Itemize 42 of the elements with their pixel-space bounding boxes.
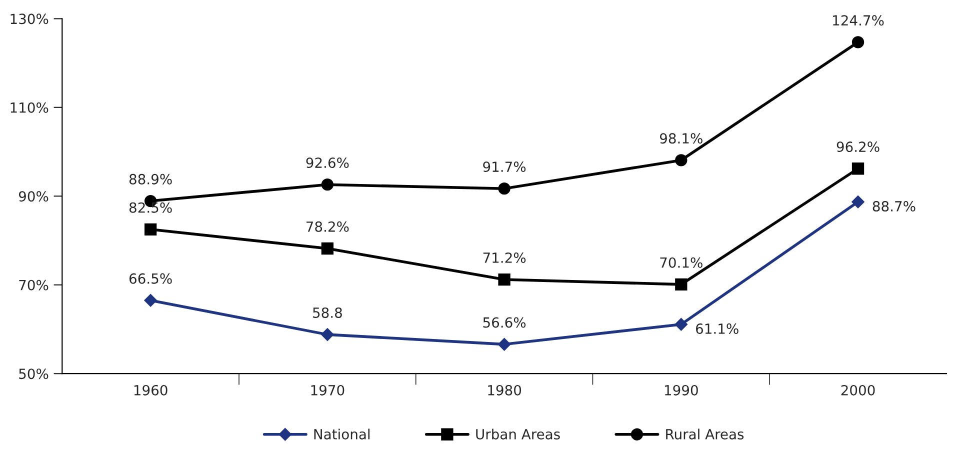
point [498,182,510,195]
y-tick-label: 130% [10,14,48,24]
legend-label: Rural Areas [666,428,744,440]
point [852,36,864,48]
data-label: 88.7% [872,200,916,212]
legend-label: National [314,428,370,440]
point [852,162,864,175]
data-label: 88.9% [129,174,172,184]
y-tick-label: 110% [10,102,48,113]
legend-label: Urban Areas [476,428,560,440]
data-label: 98.1% [660,133,702,144]
data-label: 91.7% [483,162,526,172]
y-tick-label: 90% [18,191,48,202]
data-label: 82.5% [129,202,172,213]
data-label: 70.1% [660,257,702,268]
data-label: 78.2% [306,221,349,232]
data-label: 61.1% [696,323,738,334]
point [144,294,157,307]
x-tick-label: 1970 [311,384,344,396]
point [321,328,334,341]
point [498,338,511,351]
y-tick-label: 70% [19,280,48,290]
data-label: 66.5% [129,273,172,284]
point [675,278,688,290]
point [321,242,334,255]
x-tick-label: 1990 [665,384,698,396]
x-tick-label: 1980 [488,384,522,396]
x-tick-label: 2000 [841,384,875,396]
data-label: 71.2% [483,252,526,263]
x-tick-label: 1960 [134,384,168,396]
data-label: 96.2% [836,142,880,152]
data-label: 124.7% [833,15,884,26]
data-label: 56.6% [483,317,526,328]
point [852,195,864,208]
point [498,273,510,286]
y-tick-label: 50% [19,368,48,380]
point [674,318,688,331]
point [144,223,157,236]
point [675,154,688,166]
data-label: 92.6% [306,158,349,168]
data-label: 58.8 [313,307,342,318]
point [321,178,334,191]
